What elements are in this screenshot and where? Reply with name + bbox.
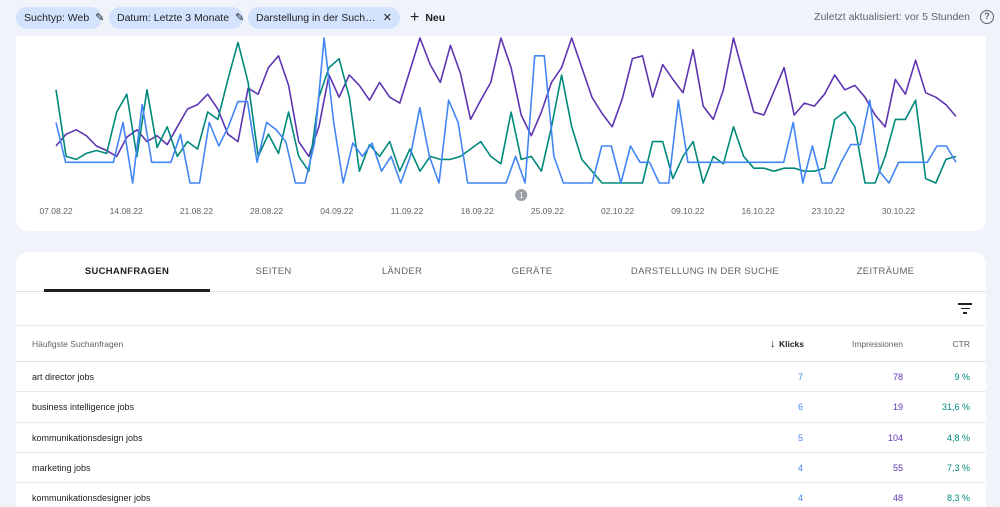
cell-ctr: 8,3 % bbox=[946, 493, 970, 504]
cell-query: art director jobs bbox=[32, 372, 95, 382]
x-tick-label: 23.10.22 bbox=[812, 206, 845, 216]
header-clicks[interactable]: Klicks bbox=[778, 339, 804, 349]
filter-list-icon[interactable] bbox=[958, 303, 972, 315]
table-row[interactable]: marketing jobs 4 55 7,3 % bbox=[16, 453, 986, 484]
x-tick-label: 09.10.22 bbox=[671, 206, 704, 216]
x-tick-label: 21.08.22 bbox=[180, 206, 213, 216]
filter-bar: Suchtyp: Web ✎ Datum: Letzte 3 Monate ✎ … bbox=[0, 0, 1000, 36]
cell-clicks: 4 bbox=[797, 493, 803, 504]
tab-pages[interactable]: SEITEN bbox=[255, 266, 292, 277]
x-tick-label: 25.09.22 bbox=[531, 206, 564, 216]
cell-clicks: 5 bbox=[797, 432, 803, 443]
filter-chip-label: Suchtyp: Web bbox=[24, 12, 90, 24]
active-tab-indicator bbox=[44, 289, 210, 292]
report-tabs: SUCHANFRAGEN SEITEN LÄNDER GERÄTE DARSTE… bbox=[16, 252, 986, 292]
series-line-ctr bbox=[55, 41, 957, 184]
cell-ctr: 31,6 % bbox=[941, 402, 970, 413]
arrow-down-icon[interactable]: ↓ bbox=[770, 338, 776, 350]
series-line-clicks bbox=[55, 37, 957, 184]
x-tick-label: 14.08.22 bbox=[110, 206, 143, 216]
x-tick-label: 18.09.22 bbox=[461, 206, 494, 216]
cell-impressions: 78 bbox=[892, 372, 903, 382]
cell-clicks: 4 bbox=[797, 462, 803, 473]
cell-ctr: 9 % bbox=[954, 372, 970, 382]
help-icon[interactable]: ? bbox=[980, 10, 994, 24]
x-tick-label: 04.09.22 bbox=[320, 206, 353, 216]
x-tick-label: 07.08.22 bbox=[39, 206, 72, 216]
cell-ctr: 7,3 % bbox=[946, 462, 970, 473]
table-body: art director jobs 7 78 9 % business inte… bbox=[16, 362, 986, 507]
filter-chip-label: Datum: Letzte 3 Monate bbox=[117, 12, 230, 24]
cell-impressions: 19 bbox=[892, 402, 903, 413]
x-tick-label: 28.08.22 bbox=[250, 206, 283, 216]
last-updated-text: Zuletzt aktualisiert: vor 5 Stunden bbox=[814, 11, 970, 23]
tab-search-appearance[interactable]: DARSTELLUNG IN DER SUCHE bbox=[630, 266, 780, 277]
annotation-marker[interactable]: 1 bbox=[515, 189, 528, 201]
performance-chart: 07.08.22 14.08.22 21.08.22 28.08.22 04.09.22… bbox=[16, 36, 986, 231]
queries-table-card: SUCHANFRAGEN SEITEN LÄNDER GERÄTE DARSTE… bbox=[16, 252, 986, 507]
tab-devices[interactable]: GERÄTE bbox=[511, 266, 553, 277]
x-tick-label: 30.10.22 bbox=[882, 206, 915, 216]
tab-countries[interactable]: LÄNDER bbox=[381, 266, 423, 277]
new-filter-button[interactable]: + Neu bbox=[410, 7, 445, 29]
cell-query: kommunikationsdesigner jobs bbox=[32, 493, 151, 504]
cell-query: business intelligence jobs bbox=[32, 402, 135, 413]
pencil-icon[interactable]: ✎ bbox=[95, 12, 105, 24]
tab-queries[interactable]: SUCHANFRAGEN bbox=[84, 266, 170, 277]
table-row[interactable]: kommunikationsdesigner jobs 4 48 8,3 % bbox=[16, 483, 986, 507]
annotation-label: 1 bbox=[519, 191, 524, 200]
close-icon[interactable]: ✕ bbox=[382, 12, 392, 24]
new-filter-label: Neu bbox=[425, 12, 446, 24]
filter-chip-date[interactable]: Datum: Letzte 3 Monate ✎ bbox=[109, 7, 245, 29]
table-row[interactable]: kommunikationsdesign jobs 5 104 4,8 % bbox=[16, 423, 986, 453]
x-tick-label: 16.10.22 bbox=[741, 206, 774, 216]
line-chart: 07.08.22 14.08.22 21.08.22 28.08.22 04.09.22… bbox=[39, 37, 957, 216]
cell-impressions: 48 bbox=[892, 493, 903, 504]
filter-chip-label: Darstellung in der Suche: St... bbox=[256, 12, 377, 24]
header-ctr[interactable]: CTR bbox=[952, 339, 970, 349]
cell-clicks: 6 bbox=[797, 402, 803, 413]
filter-chip-search-appearance[interactable]: Darstellung in der Suche: St... ✕ bbox=[248, 7, 400, 29]
table-row[interactable]: business intelligence jobs 6 19 31,6 % bbox=[16, 392, 986, 423]
cell-clicks: 7 bbox=[797, 372, 803, 382]
plus-icon: + bbox=[410, 9, 420, 26]
series-line-impressions bbox=[55, 37, 957, 158]
cell-query: marketing jobs bbox=[32, 462, 91, 473]
filter-chip-search-type[interactable]: Suchtyp: Web ✎ bbox=[16, 7, 105, 29]
table-toolbar bbox=[16, 292, 986, 326]
tab-date-ranges[interactable]: ZEITRÄUME bbox=[856, 266, 915, 277]
table-row[interactable]: art director jobs 7 78 9 % bbox=[16, 362, 986, 393]
x-tick-label: 02.10.22 bbox=[601, 206, 634, 216]
table-header: Häufigste Suchanfragen ↓ Klicks Impressi… bbox=[16, 326, 986, 362]
header-impressions[interactable]: Impressionen bbox=[851, 339, 903, 349]
x-tick-label: 11.09.22 bbox=[391, 206, 424, 216]
cell-query: kommunikationsdesign jobs bbox=[32, 432, 143, 443]
cell-ctr: 4,8 % bbox=[946, 432, 970, 443]
pencil-icon[interactable]: ✎ bbox=[235, 12, 245, 24]
cell-impressions: 55 bbox=[892, 462, 903, 473]
header-top-queries: Häufigste Suchanfragen bbox=[32, 339, 124, 349]
cell-impressions: 104 bbox=[887, 432, 903, 443]
